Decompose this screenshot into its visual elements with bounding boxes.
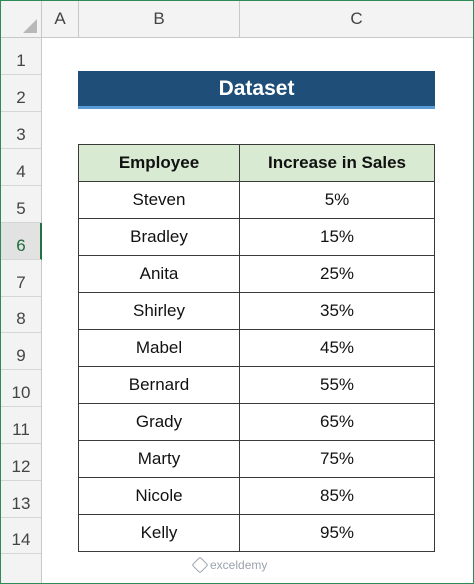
- row-header-14[interactable]: 14: [11, 530, 31, 549]
- row-divider: [1, 296, 41, 297]
- employee-cell[interactable]: Shirley: [78, 292, 240, 330]
- increase-cell[interactable]: 75%: [239, 440, 435, 478]
- row-header-8[interactable]: 8: [16, 309, 26, 328]
- increase-cell[interactable]: 5%: [239, 181, 435, 219]
- increase-cell[interactable]: 25%: [239, 255, 435, 293]
- row-divider: [1, 443, 41, 444]
- select-all-triangle-icon: [23, 19, 37, 33]
- select-all-corner[interactable]: [1, 1, 42, 37]
- table-header-row: Employee Increase in Sales: [78, 144, 435, 182]
- increase-cell[interactable]: 35%: [239, 292, 435, 330]
- row-header-6[interactable]: 6: [1, 223, 42, 260]
- row-header-4[interactable]: 4: [16, 162, 26, 181]
- increase-cell[interactable]: 15%: [239, 218, 435, 256]
- increase-cell[interactable]: 95%: [239, 514, 435, 552]
- row-divider: [1, 185, 41, 186]
- row-header-13[interactable]: 13: [11, 494, 31, 513]
- table-row: Bernard 55%: [78, 366, 435, 404]
- employee-sales-table: Employee Increase in Sales Steven 5% Bradl…: [78, 144, 435, 552]
- table-row: Nicole 85%: [78, 477, 435, 515]
- employee-cell[interactable]: Grady: [78, 403, 240, 441]
- column-header-b[interactable]: B: [79, 1, 240, 37]
- row-header-9[interactable]: 9: [16, 346, 26, 365]
- column-header-c[interactable]: C: [350, 9, 363, 28]
- row-divider: [1, 259, 41, 260]
- header-increase-in-sales[interactable]: Increase in Sales: [239, 144, 435, 182]
- table-row: Anita 25%: [78, 255, 435, 293]
- watermark: exceldemy: [191, 555, 268, 575]
- exceldemy-logo-icon: [191, 556, 209, 574]
- table-row: Bradley 15%: [78, 218, 435, 256]
- employee-cell[interactable]: Bradley: [78, 218, 240, 256]
- table-row: Shirley 35%: [78, 292, 435, 330]
- row-header-12[interactable]: 12: [11, 457, 31, 476]
- row-header-3[interactable]: 3: [16, 125, 26, 144]
- row-header-2[interactable]: 2: [16, 88, 26, 107]
- dataset-banner[interactable]: Dataset: [78, 71, 435, 109]
- table-row: Mabel 45%: [78, 329, 435, 367]
- employee-cell[interactable]: Steven: [78, 181, 240, 219]
- employee-cell[interactable]: Nicole: [78, 477, 240, 515]
- row-divider: [1, 406, 41, 407]
- row-divider: [1, 369, 41, 370]
- row-divider: [1, 148, 41, 149]
- row-header-bar: 1 2 3 4 5 6 7 8 9 10 11 12 13 14: [1, 38, 42, 583]
- header-employee[interactable]: Employee: [78, 144, 240, 182]
- table-row: Kelly 95%: [78, 514, 435, 552]
- column-header-bar: A B C: [1, 1, 473, 38]
- row-header-1[interactable]: 1: [16, 51, 26, 70]
- table-row: Grady 65%: [78, 403, 435, 441]
- row-divider: [1, 222, 41, 223]
- employee-cell[interactable]: Kelly: [78, 514, 240, 552]
- row-divider: [1, 480, 41, 481]
- increase-cell[interactable]: 55%: [239, 366, 435, 404]
- employee-cell[interactable]: Anita: [78, 255, 240, 293]
- row-divider: [1, 111, 41, 112]
- employee-cell[interactable]: Bernard: [78, 366, 240, 404]
- row-divider: [1, 74, 41, 75]
- row-header-10[interactable]: 10: [11, 383, 31, 402]
- employee-cell[interactable]: Marty: [78, 440, 240, 478]
- row-divider: [1, 517, 41, 518]
- increase-cell[interactable]: 85%: [239, 477, 435, 515]
- table-row: Steven 5%: [78, 181, 435, 219]
- row-divider: [1, 553, 41, 554]
- column-header-a[interactable]: A: [42, 1, 79, 37]
- employee-cell[interactable]: Mabel: [78, 329, 240, 367]
- row-header-11[interactable]: 11: [12, 420, 30, 439]
- increase-cell[interactable]: 45%: [239, 329, 435, 367]
- table-row: Marty 75%: [78, 440, 435, 478]
- increase-cell[interactable]: 65%: [239, 403, 435, 441]
- watermark-text: exceldemy: [210, 558, 268, 572]
- row-header-7[interactable]: 7: [16, 273, 26, 292]
- row-divider: [1, 332, 41, 333]
- row-header-5[interactable]: 5: [16, 199, 26, 218]
